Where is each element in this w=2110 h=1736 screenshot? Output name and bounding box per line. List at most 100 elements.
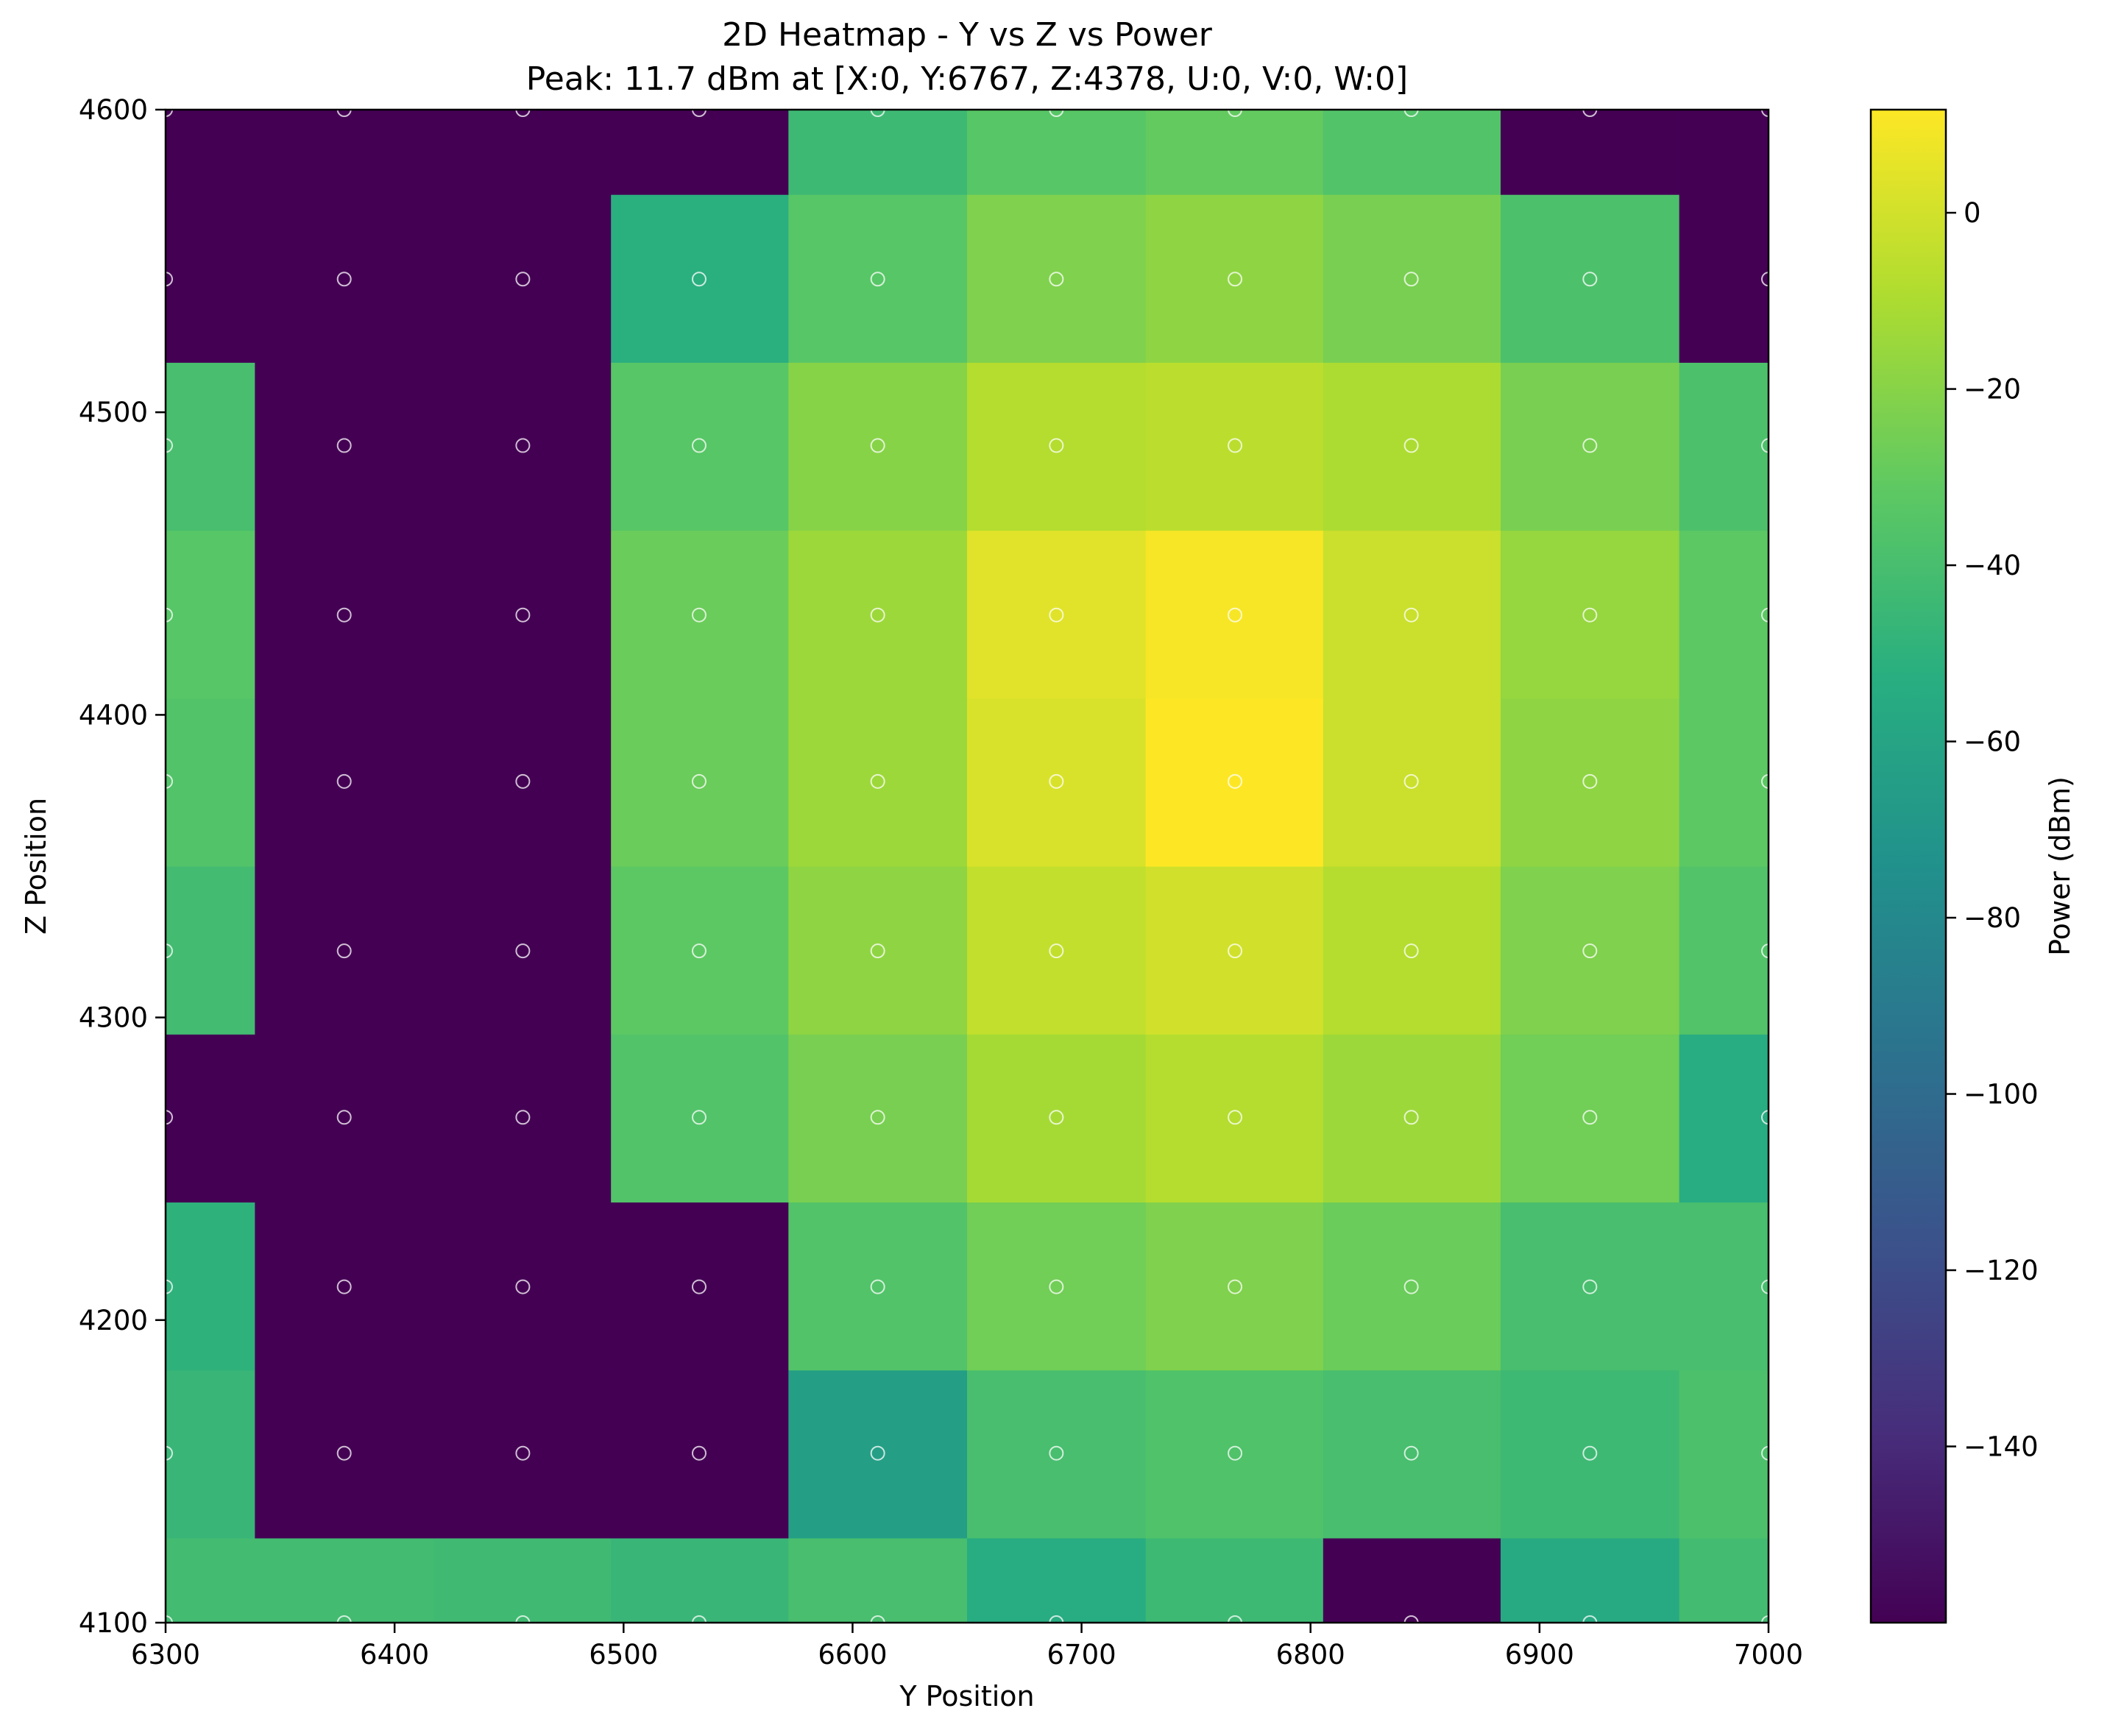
sample-marker [691, 1445, 707, 1461]
sample-marker [1049, 1279, 1064, 1294]
heatmap-cell [166, 110, 255, 195]
heatmap-cell [166, 530, 255, 699]
sample-marker [870, 773, 885, 789]
heatmap-cell [788, 1537, 968, 1623]
sample-marker [336, 943, 352, 959]
y-tick-label: 4300 [79, 1002, 148, 1034]
colorbar-tick-label: −100 [1964, 1079, 2039, 1110]
sample-marker [515, 773, 531, 789]
heatmap-cell [1500, 1370, 1680, 1539]
heatmap-cell [433, 1202, 612, 1371]
heatmap-cell [433, 110, 612, 195]
sample-marker [1049, 943, 1064, 959]
sample-marker [336, 773, 352, 789]
heatmap-cell [1323, 1370, 1501, 1539]
sample-marker [1228, 943, 1243, 959]
heatmap-cell [967, 110, 1147, 195]
sample-marker [870, 1110, 885, 1125]
sample-marker [515, 1445, 531, 1461]
sample-marker [515, 272, 531, 287]
heatmap-cell [1679, 362, 1769, 531]
sample-marker [515, 438, 531, 453]
sample-marker [870, 438, 885, 453]
x-tick-label: 6500 [589, 1639, 658, 1671]
sample-marker [336, 438, 352, 453]
sample-marker [870, 272, 885, 287]
heatmap-cell [433, 698, 612, 867]
heatmap-cell [1500, 110, 1680, 195]
heatmap-cell [1500, 194, 1680, 363]
sample-marker [1049, 1445, 1064, 1461]
heatmap-cell [1500, 1034, 1680, 1203]
heatmap-cell [611, 194, 789, 363]
heatmap-cell [967, 1202, 1147, 1371]
heatmap-cell [1679, 698, 1769, 867]
heatmap-cell [1679, 1370, 1769, 1539]
sample-marker [1582, 1279, 1598, 1294]
sample-marker [336, 272, 352, 287]
heatmap-cell [255, 1537, 434, 1623]
y-tick-label: 4400 [79, 699, 148, 731]
heatmap-cell [1323, 530, 1501, 699]
heatmap-cell [788, 110, 968, 195]
heatmap-cell [967, 1370, 1147, 1539]
heatmap-cell [1679, 110, 1769, 195]
heatmap-cell [1145, 110, 1324, 195]
heatmap-cell [967, 530, 1147, 699]
x-axis-label: Y Position [899, 1680, 1034, 1712]
sample-marker [1403, 773, 1419, 789]
heatmap-cell [611, 530, 789, 699]
sample-marker [1228, 773, 1243, 789]
heatmap-cell [433, 1537, 612, 1623]
sample-marker [691, 272, 707, 287]
colorbar-tick-label: −80 [1964, 902, 2021, 934]
heatmap-cell [788, 530, 968, 699]
x-tick-label: 6800 [1276, 1639, 1345, 1671]
heatmap-cell [255, 698, 434, 867]
heatmap-cell [1145, 698, 1324, 867]
heatmap-cell [166, 362, 255, 531]
heatmap-cell [1323, 362, 1501, 531]
heatmap-cell [1679, 530, 1769, 699]
heatmap-cell [433, 1034, 612, 1203]
heatmap-cell [1145, 1202, 1324, 1371]
heatmap-cell [255, 530, 434, 699]
sample-marker [1228, 272, 1243, 287]
sample-marker [336, 1279, 352, 1294]
sample-marker [1582, 943, 1598, 959]
sample-marker [691, 773, 707, 789]
sample-marker [1582, 272, 1598, 287]
heatmap-cell [166, 866, 255, 1035]
x-axis-ticks: 6300 6400 6500 6600 6700 6800 6900 7000 [131, 1623, 1803, 1671]
colorbar-tick-label: −140 [1964, 1431, 2039, 1463]
sample-marker [1049, 607, 1064, 623]
heatmap-cell [611, 698, 789, 867]
heatmap-cell [166, 1537, 255, 1623]
heatmap-cell [1323, 194, 1501, 363]
heatmap-cell [1145, 530, 1324, 699]
x-tick-label: 6300 [131, 1639, 200, 1671]
sample-marker [515, 607, 531, 623]
x-tick-label: 6900 [1505, 1639, 1574, 1671]
heatmap-cell [433, 1370, 612, 1539]
heatmap-cell [967, 194, 1147, 363]
heatmap-cell [611, 1202, 789, 1371]
heatmap-cell [1500, 698, 1680, 867]
sample-marker [1403, 1279, 1419, 1294]
heatmap-cell [1323, 1202, 1501, 1371]
heatmap-cell [1323, 866, 1501, 1035]
sample-marker [1582, 607, 1598, 623]
heatmap-cell [1679, 866, 1769, 1035]
chart-title: 2D Heatmap - Y vs Z vs Power [722, 16, 1213, 54]
colorbar-tick-label: −40 [1964, 550, 2021, 581]
heatmap-cell [788, 1034, 968, 1203]
heatmap-cell [788, 1202, 968, 1371]
x-tick-label: 6400 [360, 1639, 429, 1671]
heatmap-cell [166, 698, 255, 867]
heatmap-cell [1145, 194, 1324, 363]
heatmap-cell [433, 194, 612, 363]
sample-marker [1403, 943, 1419, 959]
sample-marker [870, 607, 885, 623]
heatmap-cell [255, 194, 434, 363]
y-tick-label: 4100 [79, 1607, 148, 1639]
